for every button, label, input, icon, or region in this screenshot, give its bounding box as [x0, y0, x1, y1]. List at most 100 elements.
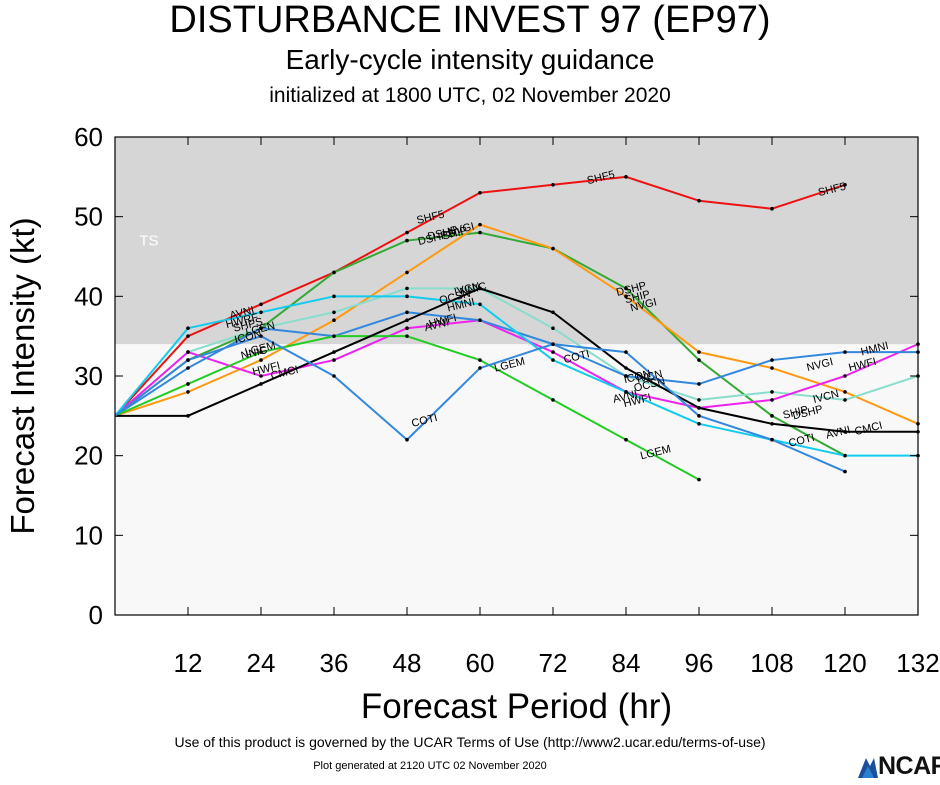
data-point-lgem — [478, 358, 482, 362]
ncar-logo-icon — [858, 758, 878, 778]
data-point-nnic — [770, 422, 774, 426]
series-label-avni: AVNI — [423, 316, 450, 334]
data-point-hwfi — [332, 358, 336, 362]
data-point-avni — [405, 294, 409, 299]
data-point-hmni — [405, 310, 409, 315]
y-tick-label: 40 — [74, 281, 103, 311]
data-point-ship — [186, 390, 190, 394]
data-point-coti — [551, 342, 555, 346]
data-point-nnic — [405, 318, 409, 323]
data-point-shf5 — [770, 206, 774, 211]
data-point-hmni — [478, 318, 482, 323]
data-point-avni — [478, 302, 482, 307]
data-point-ship — [624, 294, 628, 299]
x-tick-label: 36 — [320, 648, 349, 678]
data-point-ivcn — [697, 398, 701, 402]
data-point-ship — [770, 366, 774, 370]
data-point-nnic — [259, 382, 263, 386]
series-line-avni — [114, 295, 918, 457]
data-point-avni — [259, 310, 263, 315]
data-point-ship — [478, 222, 482, 227]
data-point-hmni — [843, 350, 847, 354]
ncar-logo: NCAR — [856, 752, 940, 780]
data-point-lgem — [405, 334, 409, 338]
x-tick-label: 12 — [174, 648, 203, 678]
data-point-coti — [186, 358, 190, 362]
series-label-avni: AVNI — [229, 305, 256, 323]
data-point-ivcn — [843, 398, 847, 402]
data-point-coti — [332, 374, 336, 378]
data-point-coti — [624, 350, 628, 354]
data-point-shf5 — [478, 190, 482, 195]
data-point-coti — [770, 437, 774, 442]
chart-title: DISTURBANCE INVEST 97 (EP97) — [169, 0, 771, 41]
data-point-hmni — [770, 358, 774, 362]
data-point-nnic — [843, 429, 847, 434]
data-point-dshp — [697, 358, 701, 362]
x-tick-label: 60 — [466, 648, 495, 678]
data-point-ship — [405, 270, 409, 275]
data-point-lgem — [624, 437, 628, 442]
data-point-ivcn — [405, 286, 409, 291]
data-point-nnic — [186, 414, 190, 418]
data-point-lgem — [186, 382, 190, 386]
series-line-ivcn — [114, 287, 919, 417]
data-point-hwfi — [259, 374, 263, 378]
data-point-hmni — [186, 366, 190, 370]
series-line-ship — [114, 223, 919, 425]
data-point-coti — [405, 437, 409, 442]
data-point-hmni — [259, 326, 263, 331]
data-point-shf5 — [697, 198, 701, 203]
series-line-nnic — [115, 287, 918, 433]
x-tick-label: 72 — [539, 648, 568, 678]
plot-generated: Plot generated at 2120 UTC 02 November 2… — [313, 760, 547, 772]
data-point-lgem — [697, 477, 701, 482]
data-point-ship — [259, 358, 263, 362]
data-point-shf5 — [843, 183, 847, 187]
data-point-coti — [259, 334, 263, 338]
data-point-hwfi — [186, 350, 190, 354]
x-tick-label: 24 — [247, 648, 276, 678]
data-point-lgem — [332, 334, 336, 338]
chart-subtitle: Early-cycle intensity guidance — [285, 44, 655, 75]
x-tick-label: 84 — [612, 648, 641, 678]
data-point-dshp — [624, 286, 628, 291]
data-point-coti — [843, 469, 847, 474]
data-point-ship — [551, 246, 555, 251]
data-point-lgem — [551, 398, 555, 402]
data-point-ivcn — [770, 390, 774, 394]
data-point-hmni — [697, 382, 701, 386]
y-tick-label: 50 — [74, 202, 103, 232]
data-point-hmni — [624, 374, 628, 378]
data-point-ship — [843, 390, 847, 394]
series-label-avni: AVNI — [612, 388, 639, 406]
x-tick-label: 96 — [685, 648, 714, 678]
data-point-ship — [332, 318, 336, 323]
y-tick-label: 10 — [74, 520, 103, 550]
data-point-nnic — [478, 286, 482, 291]
data-point-ivcn — [551, 326, 555, 331]
data-point-coti — [697, 414, 701, 418]
data-point-avni — [843, 453, 847, 458]
data-point-nnic — [551, 310, 555, 315]
data-point-shf5 — [259, 302, 263, 307]
data-point-coti — [478, 366, 482, 370]
data-point-dshp — [332, 270, 336, 275]
series-label-avni: AVNI — [825, 424, 852, 442]
data-point-dshp — [478, 230, 482, 235]
intensity-chart: TSSHF5SHF5SHF5DSHPDSHPDSHPSHIPSHIPSHIPIV… — [4, 122, 940, 726]
data-point-nnic — [332, 350, 336, 354]
y-tick-label: 0 — [89, 600, 103, 630]
data-point-avni — [186, 326, 190, 331]
data-point-avni — [551, 358, 555, 362]
ncar-logo-text: NCAR — [878, 752, 940, 780]
x-tick-label: 132 — [896, 648, 939, 678]
data-point-ship — [697, 350, 701, 354]
y-axis-label: Forecast Intensity (kt) — [4, 217, 41, 534]
init-time: initialized at 1800 UTC, 02 November 202… — [269, 84, 671, 107]
x-tick-label: 48 — [393, 648, 422, 678]
x-tick-label: 120 — [823, 648, 866, 678]
series-line-hwfi — [114, 319, 919, 417]
data-point-hwfi — [770, 398, 774, 402]
data-point-nnic — [624, 366, 628, 370]
